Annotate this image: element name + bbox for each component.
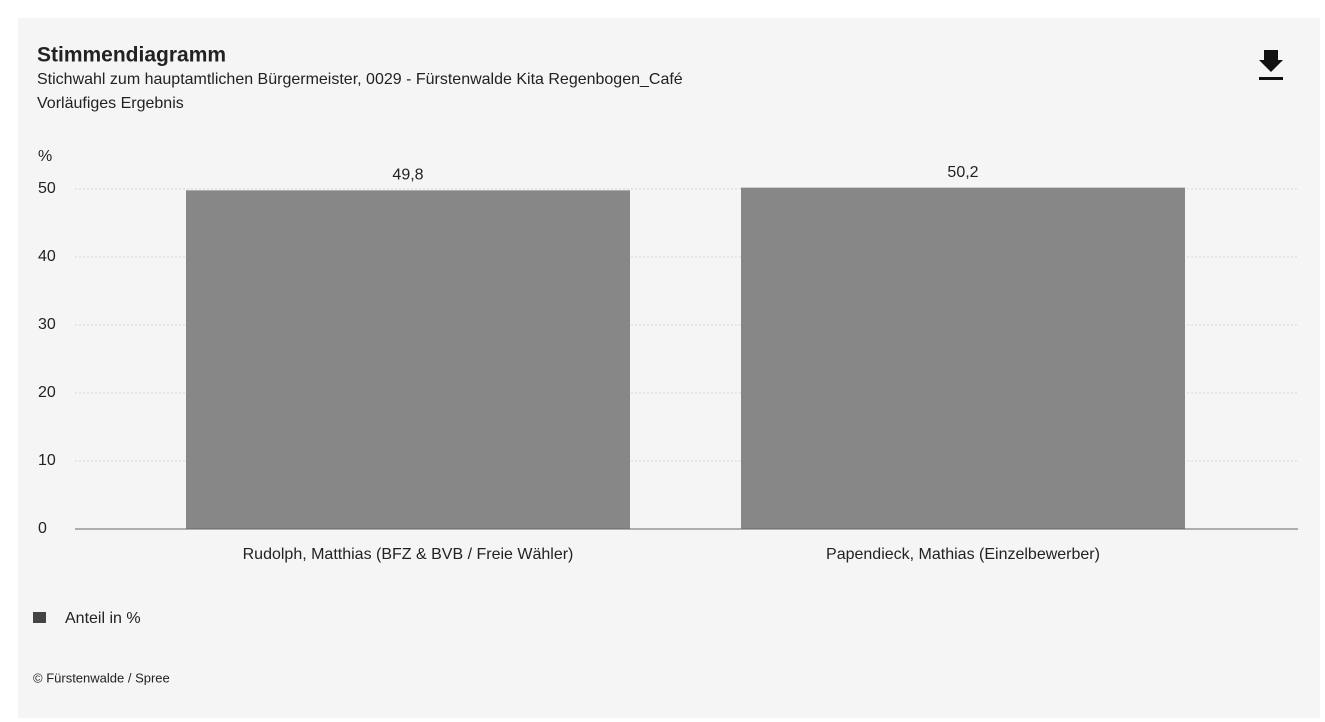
download-icon[interactable] [1259,50,1283,80]
data-label: 50,2 [947,164,978,181]
legend-swatch [33,612,46,623]
y-axis-label: % [38,148,52,165]
chart-title: Stimmendiagramm [37,44,226,67]
x-tick-label: Papendieck, Mathias (Einzelbewerber) [826,546,1100,563]
chart-subtitle: Stichwahl zum hauptamtlichen Bürgermeist… [37,71,683,88]
download-arrow[interactable] [1259,50,1283,72]
y-tick-label: 40 [38,248,56,265]
y-tick-label: 30 [38,316,56,333]
y-tick-label: 20 [38,384,56,401]
bar [741,187,1185,529]
y-tick-label: 50 [38,180,56,197]
y-tick-label: 10 [38,452,56,469]
chart-subtitle: Vorläufiges Ergebnis [37,95,184,112]
bar [186,190,630,530]
source: © Fürstenwalde / Spree [33,670,170,685]
legend-label: Anteil in % [65,610,141,627]
data-label: 49,8 [392,167,423,184]
x-tick-label: Rudolph, Matthias (BFZ & BVB / Freie Wäh… [243,546,574,563]
y-tick-label: 0 [38,520,47,537]
download-bar[interactable] [1259,77,1283,80]
